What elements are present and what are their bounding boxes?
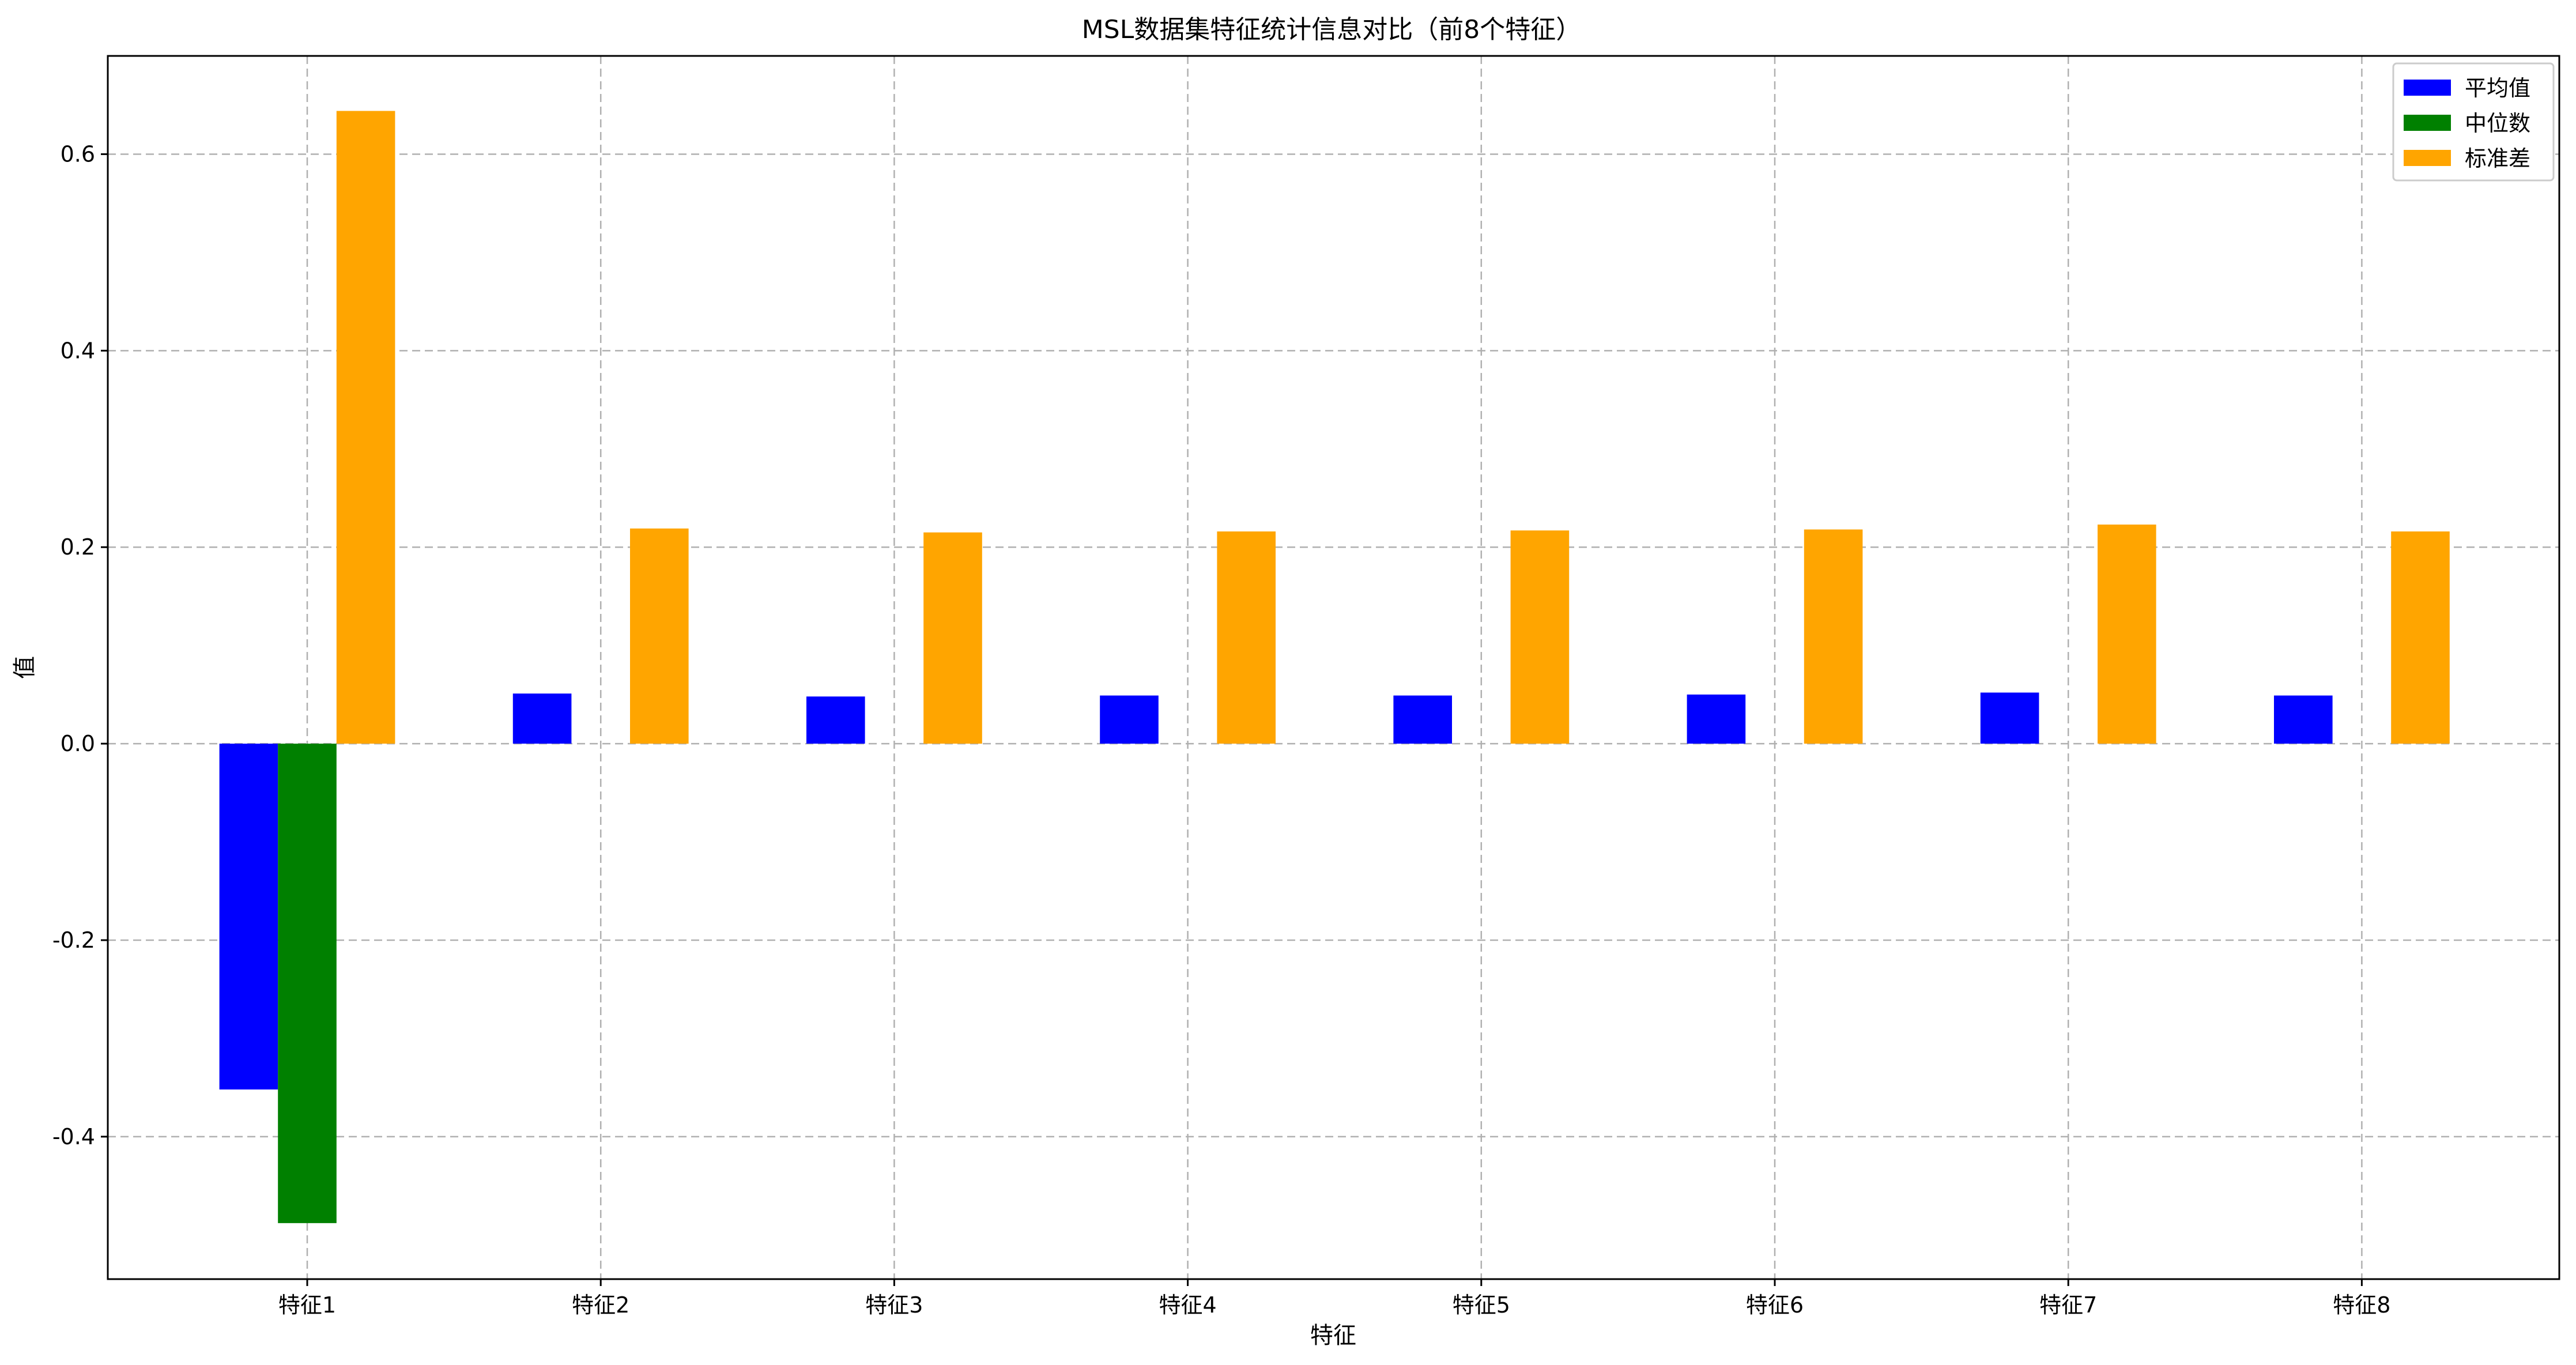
bar-3-4 (1217, 531, 1276, 744)
x-tick-label-4: 特征5 (1453, 1292, 1510, 1318)
bar-1-3 (806, 696, 865, 744)
legend-swatch-2 (2404, 115, 2451, 131)
x-axis: 特征1 特征2 特征3 特征4 特征5 特征6 特征7 特征8 (278, 1279, 2390, 1318)
bar-3-1 (336, 111, 395, 744)
y-tick-label-5: 0.6 (61, 141, 95, 167)
y-tick-label-4: 0.4 (61, 338, 95, 363)
bar-2-1 (278, 744, 337, 1223)
bar-1-5 (1393, 695, 1452, 744)
bar-3-6 (1804, 529, 1863, 744)
y-tick-label-2: 0.0 (61, 731, 95, 756)
legend-label-2: 中位数 (2465, 111, 2530, 136)
x-tick-label-0: 特征1 (278, 1292, 336, 1318)
bars (219, 111, 2450, 1223)
bar-1-6 (1687, 694, 1746, 744)
y-tick-label-0: -0.4 (52, 1124, 95, 1149)
x-tick-label-1: 特征2 (572, 1292, 629, 1318)
x-tick-label-2: 特征3 (865, 1292, 923, 1318)
bar-3-7 (2098, 525, 2156, 744)
x-tick-label-3: 特征4 (1159, 1292, 1217, 1318)
legend-swatch-3 (2404, 150, 2451, 166)
bar-1-7 (1980, 692, 2039, 744)
bar-3-3 (923, 532, 982, 744)
legend-label-3: 标准差 (2465, 146, 2530, 171)
y-axis: -0.4 -0.2 0.0 0.2 0.4 0.6 (52, 141, 108, 1149)
bar-1-4 (1100, 695, 1159, 744)
y-tick-label-3: 0.2 (61, 534, 95, 560)
bar-1-2 (512, 693, 572, 744)
bar-1-8 (2274, 695, 2333, 744)
y-tick-label-1: -0.2 (52, 927, 95, 953)
plot-frame (107, 55, 2560, 1280)
bar-1-1 (219, 744, 278, 1090)
x-tick-label-5: 特征6 (1746, 1292, 1804, 1318)
bar-3-5 (1510, 530, 1570, 744)
legend-label-1: 平均值 (2465, 76, 2530, 101)
x-tick-label-7: 特征8 (2333, 1292, 2390, 1318)
chart-title: MSL数据集特征统计信息对比（前8个特征） (1082, 15, 1581, 44)
x-tick-label-6: 特征7 (2039, 1292, 2097, 1318)
bar-3-2 (630, 528, 689, 744)
bar-3-8 (2391, 531, 2450, 744)
legend-swatch-1 (2404, 80, 2451, 96)
x-axis-label: 特征 (1310, 1322, 1356, 1349)
y-axis-label: 值 (12, 656, 38, 679)
